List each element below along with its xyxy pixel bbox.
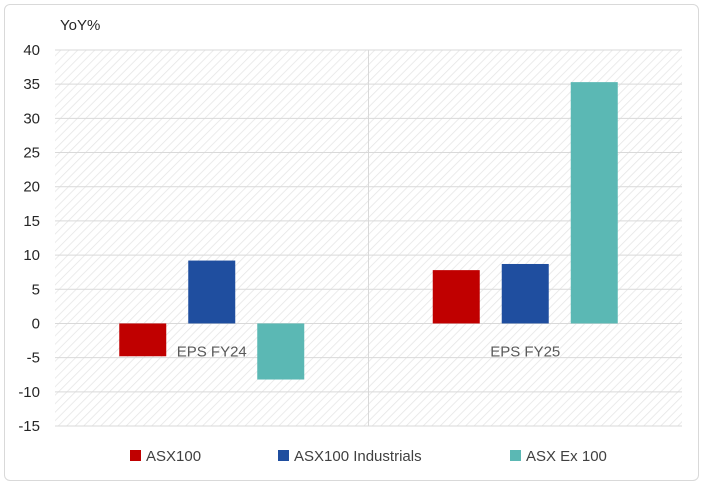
y-tick-label: 10	[23, 247, 40, 264]
y-tick-label: 40	[23, 42, 40, 59]
y-tick-label: 30	[23, 110, 40, 127]
y-tick-label: 5	[32, 281, 40, 298]
y-tick-label: -5	[27, 350, 40, 367]
bar	[432, 270, 480, 324]
bars	[119, 82, 618, 380]
y-tick-label: -15	[18, 418, 40, 435]
y-tick-label: 15	[23, 213, 40, 230]
category-label: EPS FY24	[177, 343, 247, 360]
category-label: EPS FY25	[490, 343, 560, 360]
y-tick-label: 35	[23, 76, 40, 93]
bar	[119, 323, 167, 357]
legend-label: ASX Ex 100	[526, 448, 607, 465]
legend-swatch	[510, 450, 521, 461]
legend-label: ASX100 Industrials	[294, 448, 422, 465]
legend-label: ASX100	[146, 448, 201, 465]
y-tick-label: 20	[23, 179, 40, 196]
bar	[188, 260, 236, 324]
bar	[570, 82, 618, 324]
bar	[501, 263, 549, 324]
bar	[257, 323, 305, 380]
y-axis-label: YoY%	[60, 17, 100, 34]
legend: ASX100 ASX100 Industrials ASX Ex 100	[130, 448, 607, 465]
category-labels: EPS FY24 EPS FY25	[177, 343, 561, 360]
legend-swatch	[130, 450, 141, 461]
legend-swatch	[278, 450, 289, 461]
y-tick-label: -10	[18, 384, 40, 401]
y-tick-label: 0	[32, 315, 40, 332]
y-tick-labels: 40 35 30 25 20 15 10 5 0 -5 -10 -15	[18, 42, 40, 435]
y-tick-label: 25	[23, 145, 40, 162]
